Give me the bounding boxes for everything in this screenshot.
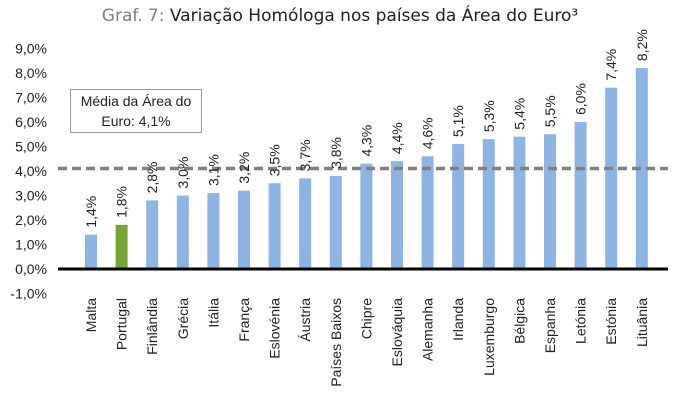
bar bbox=[544, 134, 556, 269]
category-label: Eslováquia bbox=[389, 298, 405, 367]
category-label: Estónia bbox=[603, 298, 619, 345]
category-label: Lituânia bbox=[634, 298, 650, 347]
bar bbox=[574, 122, 587, 269]
bar-value-label: 3,8% bbox=[328, 137, 344, 169]
bar bbox=[605, 87, 618, 269]
y-tick-label: 1,0% bbox=[15, 237, 47, 253]
bar-value-label: 3,7% bbox=[297, 139, 313, 171]
bar bbox=[329, 175, 342, 269]
chart-title: Graf. 7: Variação Homóloga nos países da… bbox=[0, 6, 680, 26]
bar bbox=[299, 178, 312, 269]
category-label: Portugal bbox=[114, 298, 130, 350]
category-label: Bélgica bbox=[511, 298, 527, 344]
category-label: Espanha bbox=[542, 298, 558, 353]
bar bbox=[391, 161, 403, 269]
bar-value-label: 3,2% bbox=[236, 152, 252, 184]
category-label: Itália bbox=[205, 298, 221, 328]
category-label: Luxemburgo bbox=[481, 298, 497, 376]
y-tick-label: -1,0% bbox=[10, 286, 47, 302]
chart-title-main: Variação Homóloga nos países da Área do … bbox=[169, 6, 579, 26]
bar-value-label: 5,3% bbox=[481, 100, 497, 132]
y-tick-label: 9,0% bbox=[15, 41, 47, 57]
reference-label-box: Média da Área do Euro: 4,1% bbox=[70, 89, 202, 133]
bar-value-label: 1,8% bbox=[114, 186, 130, 218]
y-tick-label: 0,0% bbox=[15, 261, 47, 277]
y-tick-label: 7,0% bbox=[15, 90, 47, 106]
bar-value-label: 8,2% bbox=[634, 29, 650, 61]
bar-value-label: 5,4% bbox=[511, 98, 527, 130]
y-tick-label: 4,0% bbox=[15, 163, 47, 179]
category-label: Malta bbox=[83, 298, 99, 332]
bar-value-label: 2,8% bbox=[144, 161, 160, 193]
category-label: Eslovénia bbox=[267, 298, 283, 359]
bar bbox=[360, 163, 373, 269]
category-label: Alemanha bbox=[420, 298, 436, 361]
bar bbox=[482, 139, 495, 269]
category-label: Finlândia bbox=[144, 298, 160, 355]
bar-value-label: 7,4% bbox=[603, 49, 619, 81]
reference-label-line2: Euro: 4,1% bbox=[101, 113, 171, 129]
bar bbox=[635, 68, 648, 269]
bar-value-label: 5,5% bbox=[542, 95, 558, 127]
bar-value-label: 4,6% bbox=[420, 117, 436, 149]
bar-value-label: 3,1% bbox=[205, 154, 221, 186]
bar bbox=[207, 193, 220, 269]
chart-title-lead: Graf. 7: bbox=[101, 6, 165, 26]
category-label: Irlanda bbox=[450, 298, 466, 341]
category-label: Grécia bbox=[175, 298, 191, 339]
category-label: Países Baixos bbox=[328, 298, 344, 387]
category-label: Áustria bbox=[297, 298, 313, 342]
category-label: França bbox=[236, 298, 252, 342]
bar-value-label: 6,0% bbox=[573, 83, 589, 115]
y-tick-label: 5,0% bbox=[15, 139, 47, 155]
bar bbox=[176, 195, 189, 269]
bar bbox=[421, 156, 434, 269]
y-tick-label: 6,0% bbox=[15, 114, 47, 130]
bar-value-label: 3,0% bbox=[175, 157, 191, 189]
y-tick-label: 8,0% bbox=[15, 65, 47, 81]
bar-value-label: 3,5% bbox=[267, 144, 283, 176]
category-label: Chipre bbox=[358, 298, 374, 339]
bar bbox=[452, 144, 465, 269]
bar-value-label: 5,1% bbox=[450, 105, 466, 137]
bar bbox=[513, 136, 526, 269]
bar bbox=[268, 183, 281, 269]
bar-value-label: 1,4% bbox=[83, 196, 99, 228]
bar bbox=[115, 224, 128, 269]
y-tick-label: 3,0% bbox=[15, 188, 47, 204]
bar bbox=[238, 190, 250, 269]
bar bbox=[85, 234, 97, 269]
bar-value-label: 4,3% bbox=[358, 125, 374, 157]
y-tick-label: 2,0% bbox=[15, 212, 47, 228]
bar-value-label: 4,4% bbox=[389, 122, 405, 154]
category-label: Letónia bbox=[573, 298, 589, 344]
bar bbox=[146, 200, 159, 269]
reference-label-line1: Média da Área do bbox=[80, 93, 192, 109]
